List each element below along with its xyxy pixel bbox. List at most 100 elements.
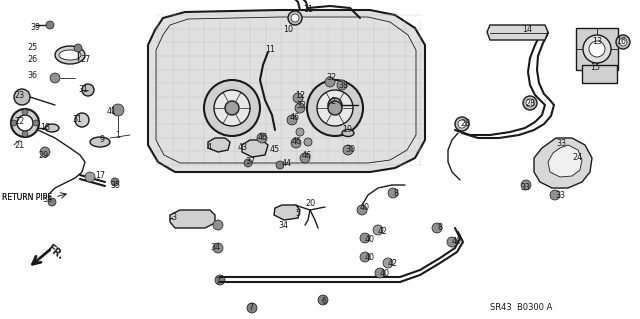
Circle shape <box>22 131 28 137</box>
Text: 33: 33 <box>520 183 530 192</box>
Text: 46: 46 <box>292 137 302 146</box>
Circle shape <box>276 161 284 169</box>
Circle shape <box>307 80 363 136</box>
Polygon shape <box>274 205 300 220</box>
Circle shape <box>550 190 560 200</box>
Text: 10: 10 <box>283 26 293 34</box>
Text: 41: 41 <box>107 108 117 116</box>
Text: 27: 27 <box>80 56 90 64</box>
Circle shape <box>213 243 223 253</box>
Circle shape <box>458 120 466 128</box>
Text: 7: 7 <box>215 277 220 286</box>
Text: 4: 4 <box>207 144 212 152</box>
Text: 42: 42 <box>378 227 388 236</box>
Text: 36: 36 <box>27 70 37 79</box>
Circle shape <box>304 138 312 146</box>
Circle shape <box>33 120 39 126</box>
Text: 40: 40 <box>452 238 462 247</box>
Circle shape <box>40 147 50 157</box>
Text: RETURN PIPE: RETURN PIPE <box>2 192 52 202</box>
Text: 11: 11 <box>303 5 313 14</box>
Text: 29: 29 <box>38 151 48 160</box>
Circle shape <box>14 89 30 105</box>
Bar <box>582 65 617 83</box>
Text: 43: 43 <box>238 144 248 152</box>
Text: 8: 8 <box>393 189 398 197</box>
Circle shape <box>526 99 534 107</box>
Circle shape <box>360 233 370 243</box>
Text: 31: 31 <box>78 85 88 94</box>
Circle shape <box>225 101 239 115</box>
Circle shape <box>244 159 252 167</box>
Circle shape <box>17 115 33 131</box>
Circle shape <box>291 14 299 22</box>
Circle shape <box>521 180 531 190</box>
Text: 26: 26 <box>27 56 37 64</box>
Circle shape <box>360 252 370 262</box>
Text: 38: 38 <box>338 80 348 90</box>
Circle shape <box>337 80 347 90</box>
Circle shape <box>48 198 56 206</box>
Circle shape <box>50 73 60 83</box>
Circle shape <box>295 103 305 113</box>
Text: RETURN PIPE: RETURN PIPE <box>2 192 52 202</box>
Circle shape <box>75 113 89 127</box>
Circle shape <box>296 128 304 136</box>
Circle shape <box>325 77 335 87</box>
Text: 40: 40 <box>360 203 370 211</box>
Text: 16: 16 <box>616 38 626 47</box>
Circle shape <box>328 98 342 112</box>
Text: 13: 13 <box>592 38 602 47</box>
Text: 44: 44 <box>282 159 292 167</box>
Ellipse shape <box>45 124 59 132</box>
Text: 35: 35 <box>42 196 52 204</box>
Circle shape <box>583 35 611 63</box>
Text: 46: 46 <box>258 132 268 142</box>
Text: 42: 42 <box>388 259 398 269</box>
Text: SR43  B0300 A: SR43 B0300 A <box>490 303 552 313</box>
Text: 14: 14 <box>522 26 532 34</box>
Circle shape <box>589 41 605 57</box>
Text: 2: 2 <box>330 98 335 107</box>
Circle shape <box>213 220 223 230</box>
Text: 6: 6 <box>321 296 326 306</box>
Text: 22: 22 <box>14 117 24 127</box>
Text: 46: 46 <box>302 152 312 160</box>
Text: 18: 18 <box>40 123 50 132</box>
Text: 24: 24 <box>572 153 582 162</box>
Text: 21: 21 <box>14 140 24 150</box>
Circle shape <box>215 275 225 285</box>
Circle shape <box>46 21 54 29</box>
Text: 1: 1 <box>115 130 120 139</box>
Text: 46: 46 <box>290 114 300 122</box>
Circle shape <box>317 90 353 126</box>
Text: FR.: FR. <box>45 242 65 262</box>
Circle shape <box>257 133 267 143</box>
Text: 40: 40 <box>380 269 390 278</box>
Ellipse shape <box>342 130 354 137</box>
Text: 17: 17 <box>95 170 105 180</box>
Polygon shape <box>487 25 548 40</box>
Text: 45: 45 <box>270 145 280 154</box>
Ellipse shape <box>55 46 85 64</box>
Circle shape <box>204 80 260 136</box>
Polygon shape <box>242 140 268 157</box>
Circle shape <box>328 101 342 115</box>
Circle shape <box>112 104 124 116</box>
Circle shape <box>388 188 398 198</box>
Text: 23: 23 <box>14 91 24 100</box>
Polygon shape <box>534 138 592 188</box>
Circle shape <box>287 115 297 125</box>
Text: 28: 28 <box>460 118 470 128</box>
Circle shape <box>74 44 82 52</box>
Polygon shape <box>548 145 582 177</box>
Text: 30: 30 <box>345 145 355 154</box>
Text: 34: 34 <box>278 220 288 229</box>
Circle shape <box>383 258 393 268</box>
Bar <box>576 28 618 70</box>
Circle shape <box>447 237 457 247</box>
Circle shape <box>343 145 353 155</box>
Text: 31: 31 <box>72 115 82 124</box>
Circle shape <box>619 38 627 46</box>
Text: 37: 37 <box>245 158 255 167</box>
